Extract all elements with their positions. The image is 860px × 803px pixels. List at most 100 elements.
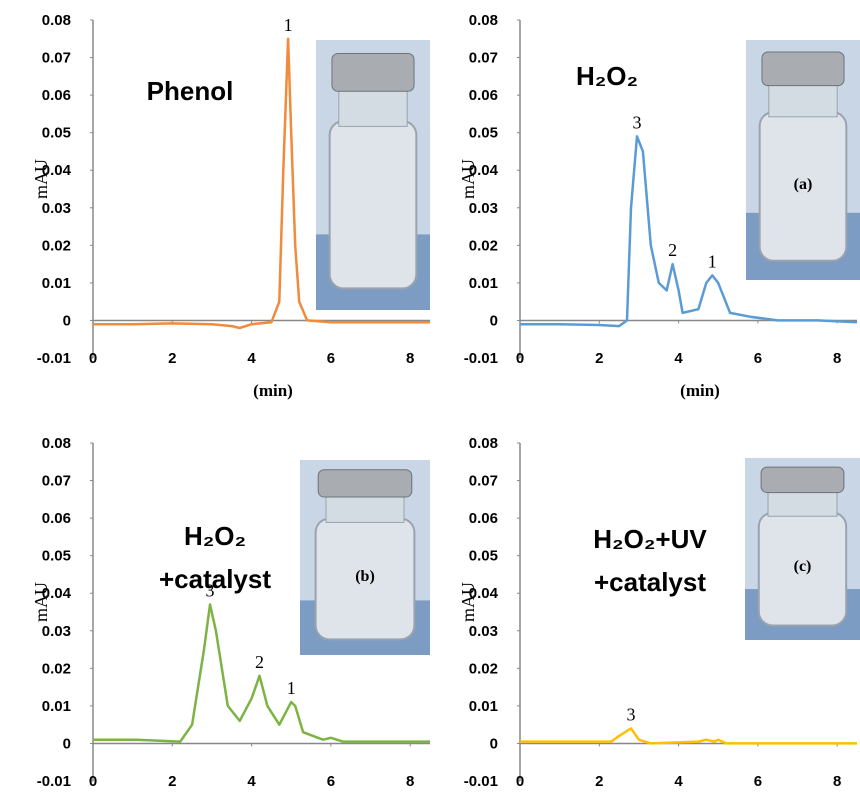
x-tick-label: 6 [754,350,762,367]
x-tick-label: 0 [516,773,524,790]
panel-title: H₂O₂+UV [593,524,707,554]
y-tick-label: 0 [490,735,498,752]
y-axis-label: mAU [458,159,478,199]
panel: 0.08 0.07 0.06 0.05 0.04 0.03 0.02 0.01 0 -0.01 0 2… [458,435,860,790]
y-tick-label: 0.07 [469,50,498,67]
y-tick-label: 0.01 [42,275,71,292]
panel-title: H₂O₂ [576,61,638,91]
y-tick-label: 0 [63,735,71,752]
x-tick-label: 2 [168,773,176,790]
vial-cap [331,53,415,92]
y-tick-label: 0.08 [42,435,71,452]
x-axis-label: (min) [680,381,720,400]
x-tick-label: 2 [595,350,603,367]
y-tick-label: 0.05 [469,125,498,142]
panel: 0.08 0.07 0.06 0.05 0.04 0.03 0.02 0.01 0 -0.01 0 2… [31,435,430,790]
peak-label: 1 [287,678,296,698]
y-tick-label: 0.01 [42,698,71,715]
panel: 0.08 0.07 0.06 0.05 0.04 0.03 0.02 0.01 0 -0.01 0 2… [31,12,430,400]
inset-label: (a) [794,176,813,193]
x-tick-label: 4 [247,350,256,367]
y-tick-label: 0.02 [469,660,498,677]
y-tick-label: 0.04 [42,162,72,179]
y-tick-label: -0.01 [464,350,498,367]
y-tick-label: 0.02 [42,237,71,254]
y-tick-label: 0.03 [42,200,71,217]
x-tick-label: 6 [327,773,335,790]
peak-label: 3 [632,112,641,132]
y-tick-label: 0.04 [469,162,499,179]
peak-label: 3 [205,580,214,600]
y-tick-label: 0.08 [42,12,71,29]
x-tick-label: 6 [754,773,762,790]
x-tick-label: 4 [247,773,256,790]
trace [520,135,858,328]
y-axis-label: mAU [31,159,51,199]
x-tick-label: 8 [406,773,414,790]
panel: 0.08 0.07 0.06 0.05 0.04 0.03 0.02 0.01 0 -0.01 0 2… [458,12,860,400]
y-tick-label: 0.02 [42,660,71,677]
y-tick-label: 0 [63,312,71,329]
panel-title: +catalyst [594,567,706,597]
x-tick-label: 8 [406,350,414,367]
panel-title: +catalyst [159,564,271,594]
x-tick-label: 4 [674,773,683,790]
y-tick-label: 0.03 [469,623,498,640]
x-tick-label: 8 [833,773,841,790]
trace [93,603,430,743]
vial-cap [760,466,845,494]
y-tick-label: -0.01 [37,350,71,367]
y-tick-label: 0.06 [42,87,71,104]
vial-cap [761,51,845,87]
vial-neck [338,88,408,127]
y-tick-label: 0.05 [469,548,498,565]
x-tick-label: 0 [89,773,97,790]
x-axis-label: (min) [253,381,293,400]
y-tick-label: 0.06 [469,87,498,104]
x-tick-label: 2 [168,350,176,367]
inset-label: (b) [355,568,375,585]
vial-neck [768,82,838,118]
panel-title: H₂O₂ [184,521,246,551]
y-tick-label: 0.03 [469,200,498,217]
x-tick-label: 4 [674,350,683,367]
trace [520,727,857,745]
y-tick-label: 0.06 [469,510,498,527]
x-tick-label: 0 [89,350,97,367]
y-axis-label: mAU [458,582,478,622]
y-tick-label: 0.07 [42,473,71,490]
panel-title: Phenol [147,76,234,106]
y-tick-label: 0.07 [469,473,498,490]
peak-label: 1 [284,15,293,35]
y-tick-label: 0.08 [469,12,498,29]
peak-label: 1 [708,251,717,271]
y-tick-label: 0.02 [469,237,498,254]
peak-label: 3 [627,704,636,724]
y-tick-label: 0.03 [42,623,71,640]
y-tick-label: 0.07 [42,50,71,67]
y-tick-label: 0.04 [42,585,72,602]
y-tick-label: 0.08 [469,435,498,452]
peak-label: 2 [255,652,264,672]
peak-label: 2 [668,240,677,260]
y-tick-label: 0.05 [42,548,71,565]
x-tick-label: 8 [833,350,841,367]
x-tick-label: 6 [327,350,335,367]
x-tick-label: 2 [595,773,603,790]
vial-body [328,120,418,290]
x-tick-label: 0 [516,350,524,367]
y-tick-label: -0.01 [37,773,71,790]
y-tick-label: 0.05 [42,125,71,142]
trace [93,37,430,330]
vial-neck [325,494,405,523]
y-axis-label: mAU [31,582,51,622]
y-tick-label: 0.06 [42,510,71,527]
inset-label: (c) [794,558,812,575]
y-tick-label: 0.04 [469,585,499,602]
y-tick-label: 0 [490,312,498,329]
vial-neck [767,490,838,517]
y-tick-label: 0.01 [469,698,498,715]
y-tick-label: -0.01 [464,773,498,790]
vial-cap [317,469,413,498]
